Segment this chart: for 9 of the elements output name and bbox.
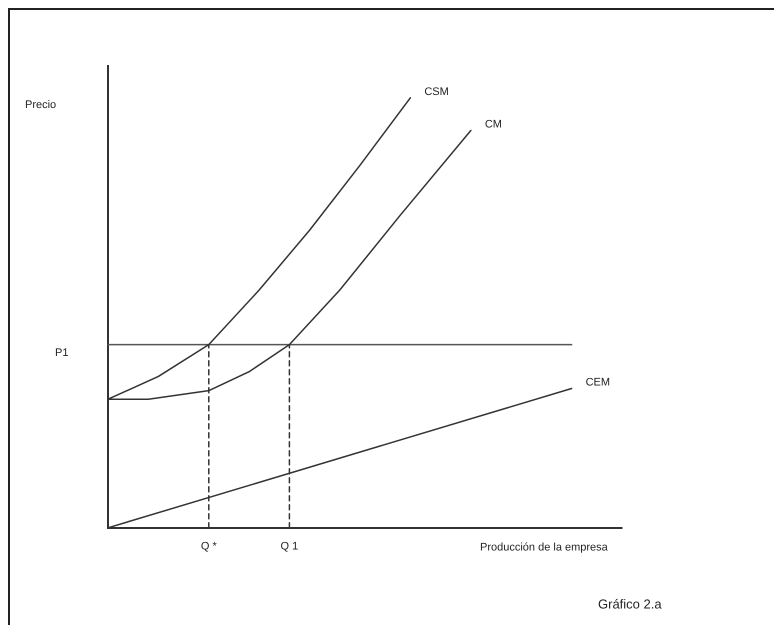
text: Gráfico 2.a bbox=[598, 596, 662, 612]
x-tick-label: Q 1 bbox=[280, 540, 298, 552]
x-tick-label: Q * bbox=[200, 540, 218, 552]
series-label: CM bbox=[484, 118, 502, 131]
text: P1 bbox=[55, 347, 68, 360]
x-axis-title: Producción de la empresa bbox=[480, 541, 609, 554]
text: Precio bbox=[25, 99, 56, 112]
series-label: CEM bbox=[586, 376, 610, 389]
series-label: CSM bbox=[424, 86, 449, 98]
